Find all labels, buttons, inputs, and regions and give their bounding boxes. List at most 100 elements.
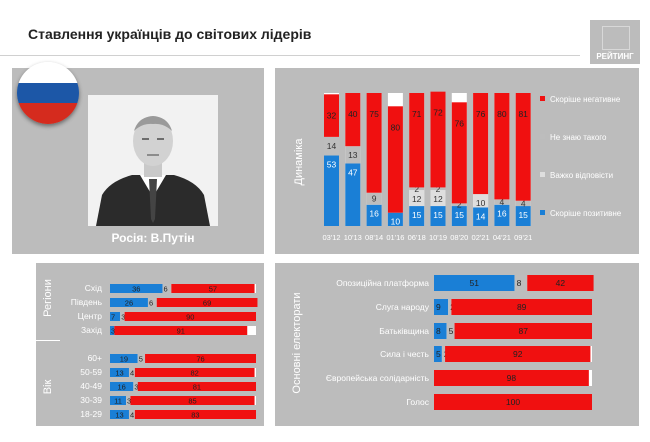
data-label: 47 bbox=[348, 167, 358, 177]
flag-stripe-middle bbox=[17, 82, 79, 104]
row-label: Центр bbox=[78, 311, 103, 321]
data-label: 13 bbox=[115, 369, 123, 378]
russia-flag-icon bbox=[17, 62, 79, 124]
bar-segment bbox=[134, 410, 256, 419]
title-divider bbox=[0, 55, 580, 56]
data-label: 51 bbox=[470, 278, 480, 288]
data-label: 6 bbox=[149, 299, 153, 308]
bar-segment bbox=[110, 326, 115, 335]
data-label: 2 bbox=[436, 184, 441, 194]
data-label: 15 bbox=[455, 210, 465, 220]
x-tick-label: 03'12 bbox=[322, 233, 340, 242]
dynamics-label: Динаміка bbox=[293, 138, 305, 186]
bar-segment bbox=[494, 204, 510, 226]
bar-segment bbox=[345, 146, 361, 164]
leader-portrait bbox=[88, 95, 218, 226]
data-label: 85 bbox=[188, 397, 196, 406]
bar-segment bbox=[126, 396, 131, 405]
bar-segment bbox=[110, 396, 127, 405]
bar-segment bbox=[345, 93, 361, 147]
bar-segment bbox=[114, 326, 248, 335]
bar-segment bbox=[345, 163, 361, 226]
data-label: 14 bbox=[476, 211, 486, 221]
bar-segment bbox=[409, 93, 425, 188]
legend-label: Скоріше негативне bbox=[550, 95, 621, 104]
bar-segment bbox=[124, 312, 256, 321]
bar-segment bbox=[514, 275, 528, 291]
data-label: 14 bbox=[327, 141, 337, 151]
bar-segment bbox=[110, 410, 129, 419]
bar-segment bbox=[515, 200, 531, 207]
data-label: 11 bbox=[114, 397, 122, 406]
data-label: 57 bbox=[209, 285, 217, 294]
bar-segment bbox=[409, 190, 425, 207]
data-label: 12 bbox=[412, 194, 422, 204]
data-label: 100 bbox=[506, 397, 520, 407]
bar-segment bbox=[451, 102, 467, 204]
bar-segment bbox=[494, 93, 510, 200]
data-label: 4 bbox=[130, 369, 134, 378]
data-label: 80 bbox=[497, 109, 507, 119]
row-label: Голос bbox=[406, 397, 429, 407]
bar-segment bbox=[128, 368, 135, 377]
data-label: 15 bbox=[412, 210, 422, 220]
bar-segment bbox=[515, 206, 531, 226]
bar-segment bbox=[430, 91, 446, 188]
legend-label: Важко відповісти bbox=[550, 171, 613, 180]
bar-segment bbox=[110, 382, 134, 391]
bar-segment bbox=[145, 354, 256, 363]
bar-segment bbox=[527, 275, 594, 291]
data-label: 9 bbox=[436, 302, 441, 312]
bar-segment bbox=[110, 298, 148, 307]
row-label: Слуга народу bbox=[376, 302, 430, 312]
x-tick-label: 06'18 bbox=[408, 233, 426, 242]
row-label: Опозиційна платформа bbox=[336, 278, 429, 288]
bar-segment bbox=[366, 204, 382, 226]
bar-segment bbox=[434, 346, 442, 362]
data-label: 15 bbox=[433, 210, 443, 220]
row-label: 60+ bbox=[88, 353, 102, 363]
data-label: 3 bbox=[134, 383, 138, 392]
flag-stripe-bottom bbox=[17, 103, 79, 124]
data-label: 8 bbox=[517, 278, 522, 288]
x-tick-label: 10'13 bbox=[344, 233, 362, 242]
data-label: 83 bbox=[191, 411, 199, 420]
legend-swatch bbox=[540, 210, 545, 215]
data-label: 81 bbox=[193, 383, 201, 392]
legend-label: Не знаю такого bbox=[550, 133, 607, 142]
x-tick-label: 04'21 bbox=[493, 233, 511, 242]
data-label: 75 bbox=[369, 109, 379, 119]
x-tick-label: 08'14 bbox=[365, 233, 383, 242]
bar-segment bbox=[110, 354, 138, 363]
bar-segment bbox=[387, 106, 403, 213]
data-label: 40 bbox=[348, 109, 358, 119]
row-label: Батьківщина bbox=[379, 326, 429, 336]
legend-swatch bbox=[540, 134, 545, 139]
row-label: 30-39 bbox=[80, 395, 102, 405]
page-title: Ставлення українців до світових лідерів bbox=[28, 26, 312, 42]
bar-segment bbox=[137, 354, 146, 363]
bar-segment bbox=[409, 206, 425, 226]
data-label: 98 bbox=[507, 373, 517, 383]
bar-segment bbox=[445, 346, 591, 362]
data-label: 13 bbox=[348, 150, 358, 160]
bar-segment bbox=[454, 323, 592, 339]
row-label: 18-29 bbox=[80, 409, 102, 419]
bar-segment bbox=[128, 410, 135, 419]
age-label: Вік bbox=[42, 379, 54, 395]
bar-segment bbox=[387, 212, 403, 226]
logo-grid-icon bbox=[602, 26, 630, 50]
data-label: 89 bbox=[517, 302, 527, 312]
data-label: 69 bbox=[203, 299, 211, 308]
bar-segment bbox=[130, 396, 255, 405]
bar-segment bbox=[110, 368, 129, 377]
bar-segment bbox=[451, 203, 467, 207]
bar-segment bbox=[473, 207, 489, 226]
data-label: 72 bbox=[433, 108, 443, 118]
row-label: Південь bbox=[71, 297, 103, 307]
data-label: 5 bbox=[436, 349, 441, 359]
bar-segment bbox=[430, 190, 446, 207]
data-label: 13 bbox=[115, 411, 123, 420]
data-label: 90 bbox=[186, 313, 194, 322]
